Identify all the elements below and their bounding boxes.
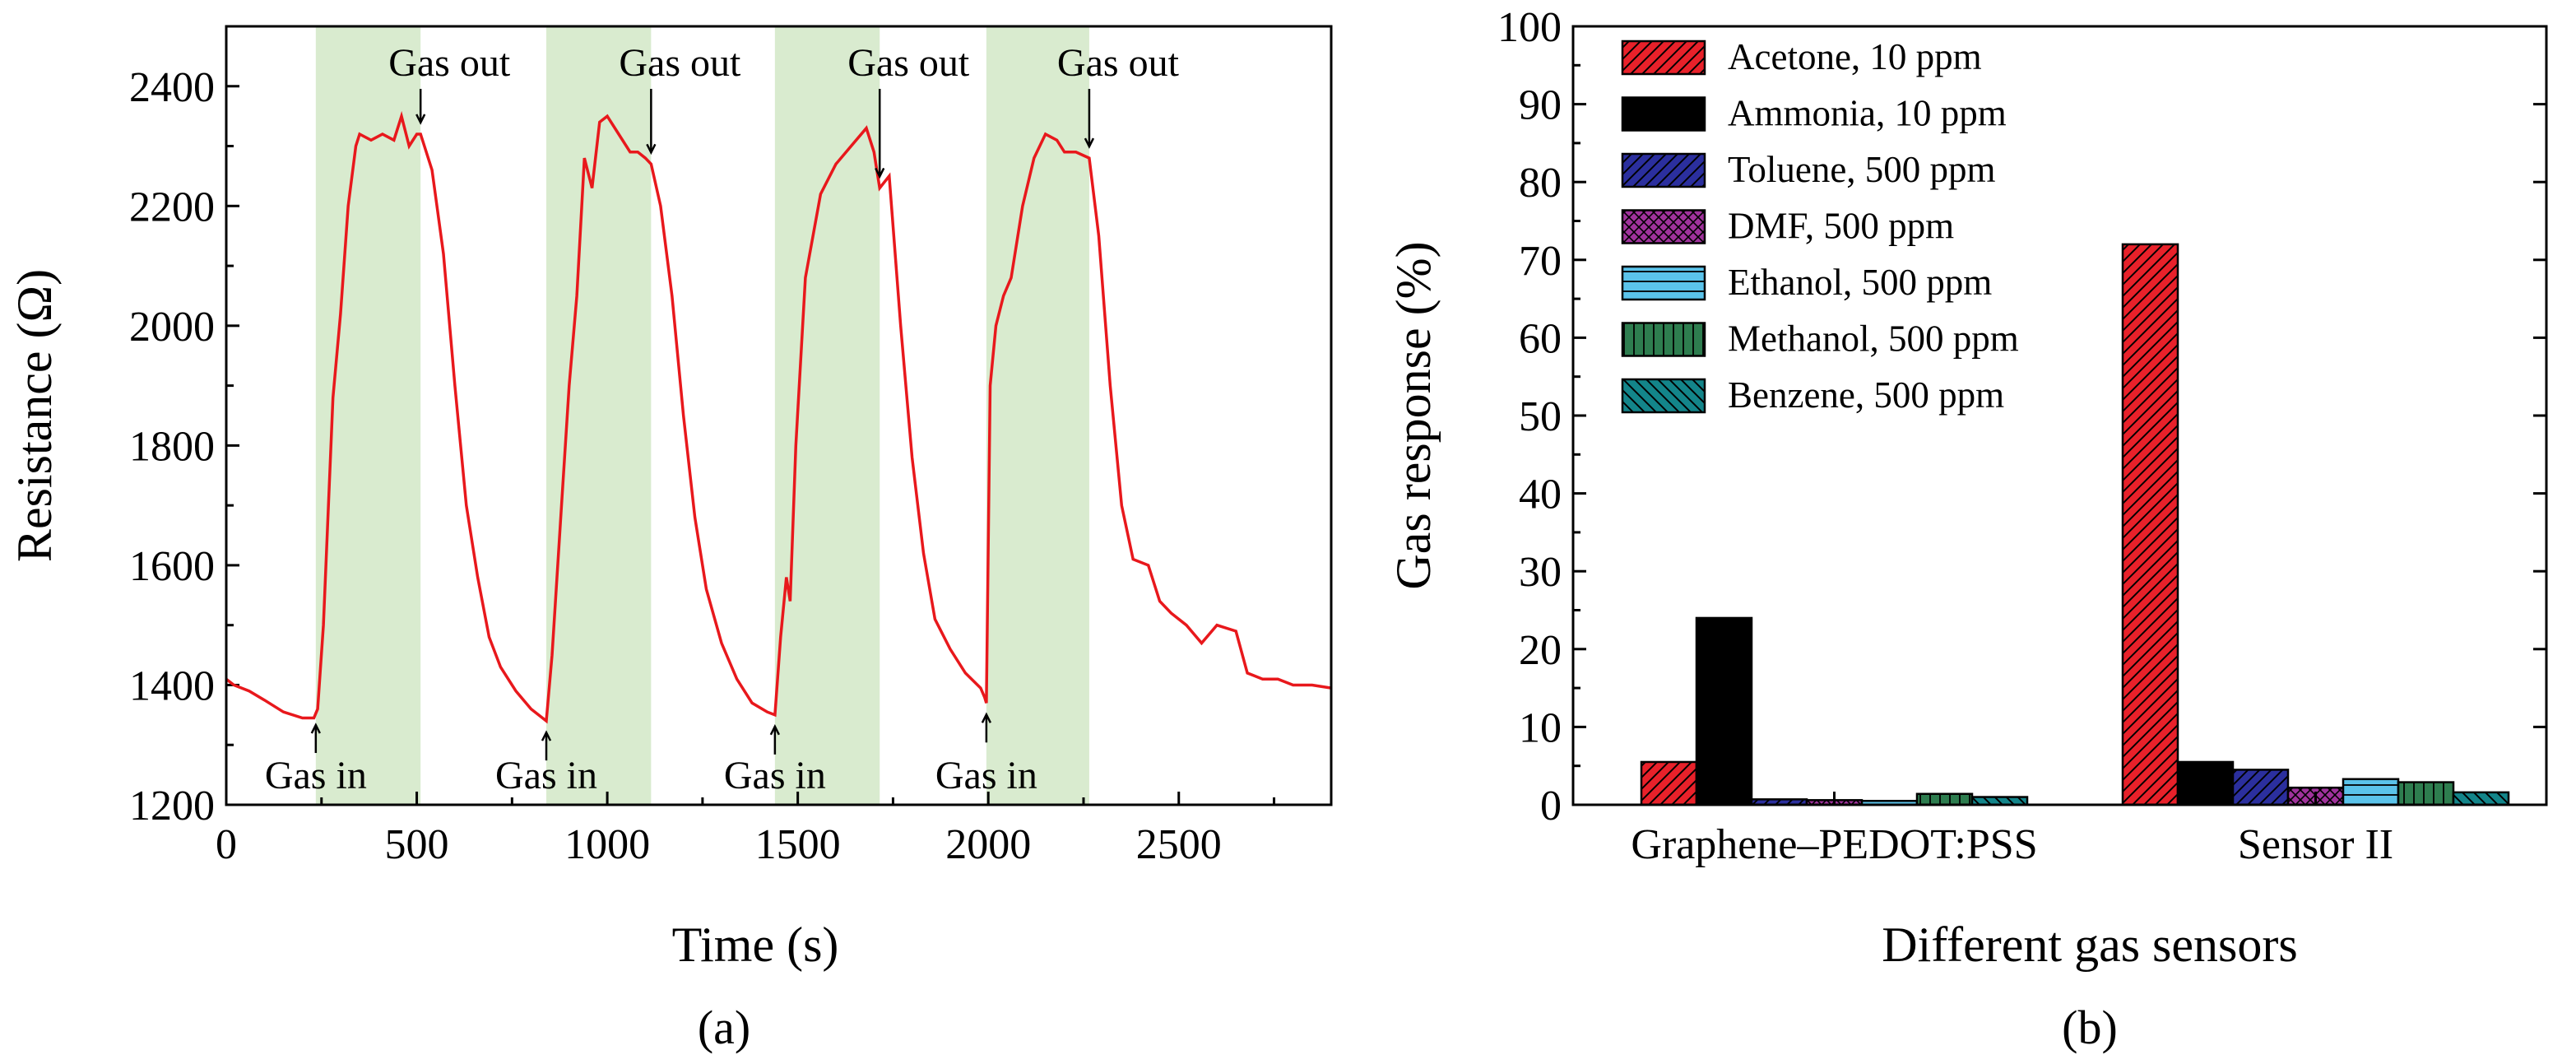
y-tick-label-b: 30 [1519,549,1562,596]
y-tick-label-b: 100 [1497,4,1562,51]
legend-label: DMF, 500 ppm [1728,206,1954,247]
y-tick-label-b: 60 [1519,315,1562,362]
y-tick-label-a: 1400 [129,662,215,709]
x-axis-label-a: Time (s) [672,918,839,972]
gas-in-label-1: Gas in [265,754,367,797]
gas-in-arrowhead [769,724,780,736]
legend-swatch [1621,96,1706,132]
gas-out-arrowhead [646,143,657,156]
y-tick-label-b: 0 [1540,783,1562,829]
legend-label: Methanol, 500 ppm [1728,318,2019,360]
x-axis-label-b: Different gas sensors [1882,918,2297,972]
y-tick-label-b: 80 [1519,160,1562,207]
gas-exposure-region-2 [546,26,652,805]
gas-in-label-4: Gas in [935,754,1037,797]
y-tick-label-a: 1200 [129,783,215,829]
gas-exposure-region-3 [774,26,880,805]
bar-methanol-2 [2397,781,2455,806]
gas-response-chart: 0 10 20 30 40 50 60 70 80 90 100 Graphene–PEDOT:PS… [1386,4,2548,1054]
panel-label-a: (a) [698,1001,750,1054]
legend-swatch [1621,39,1706,76]
gas-out-arrowhead [415,114,426,125]
gas-in-label-3: Gas in [724,754,826,797]
bar-ethanol-2 [2342,778,2400,806]
bar-ammonia-1 [1695,616,1753,806]
gas-out-label-4: Gas out [1057,41,1180,85]
y-tick-label-a: 1800 [129,423,215,470]
y-tick-label-b: 50 [1519,393,1562,440]
category-label: Graphene–PEDOT:PSS [1631,821,2037,868]
x-tick-label-a: 0 [216,821,237,868]
y-tick-label-a: 2000 [129,304,215,351]
legend-swatch [1621,152,1706,188]
gas-out-label-3: Gas out [847,41,970,85]
y-tick-label-b: 10 [1519,704,1562,751]
y-tick-label-b: 90 [1519,82,1562,129]
x-tick-label-a: 1000 [564,821,650,868]
y-tick-label-b: 40 [1519,472,1562,518]
bar-toluene-2 [2231,769,2290,806]
resistance-chart: 0 500 1000 1500 2000 2500 1200 1400 1600 1800 2000… [7,25,1333,1054]
gas-out-arrowhead [875,167,885,179]
gas-out-label-1: Gas out [388,41,511,85]
y-tick-label-a: 2400 [129,64,215,111]
legend-swatch [1621,209,1706,244]
y-tick-label-b: 20 [1519,627,1562,674]
legend-label: Benzene, 500 ppm [1728,374,2004,416]
gas-out-label-2: Gas out [619,41,741,85]
plot-frame-b [1571,25,2548,806]
category-label: Sensor II [2238,821,2393,868]
legend-label: Ethanol, 500 ppm [1728,262,1992,303]
legend-label: Toluene, 500 ppm [1728,149,1996,190]
bar-acetone-1 [1640,760,1698,806]
gas-in-arrowhead [310,722,321,734]
legend-label: Acetone, 10 ppm [1728,36,1982,77]
bar-benzene-2 [2452,791,2510,806]
y-tick-label-a: 1600 [129,543,215,590]
gas-in-arrowhead [981,712,992,723]
x-tick-label-a: 2500 [1136,821,1222,868]
gas-in-arrowhead [541,730,552,741]
bar-acetone-2 [2121,243,2179,806]
plot-frame-a [225,25,1333,806]
bar-ammonia-2 [2176,760,2235,806]
bar-methanol-1 [1915,792,1974,806]
gas-in-label-2: Gas in [495,754,597,797]
resistance-series-line [225,110,1332,724]
x-tick-label-a: 1500 [755,821,841,868]
y-tick-label-b: 70 [1519,238,1562,285]
y-axis-label-a: Resistance (Ω) [7,269,62,562]
gas-out-arrowhead [1084,137,1095,149]
x-tick-label-a: 2000 [945,821,1031,868]
legend-label: Ammonia, 10 ppm [1728,93,2007,134]
legend-swatch [1621,322,1706,357]
panel-label-b: (b) [2062,1001,2118,1054]
legend-swatch [1621,265,1706,301]
gas-exposure-region-4 [986,26,1089,805]
y-tick-label-a: 2200 [129,184,215,230]
y-axis-label-b: Gas response (%) [1386,241,1441,589]
x-tick-label-a: 500 [385,821,449,868]
legend-swatch [1621,378,1706,414]
